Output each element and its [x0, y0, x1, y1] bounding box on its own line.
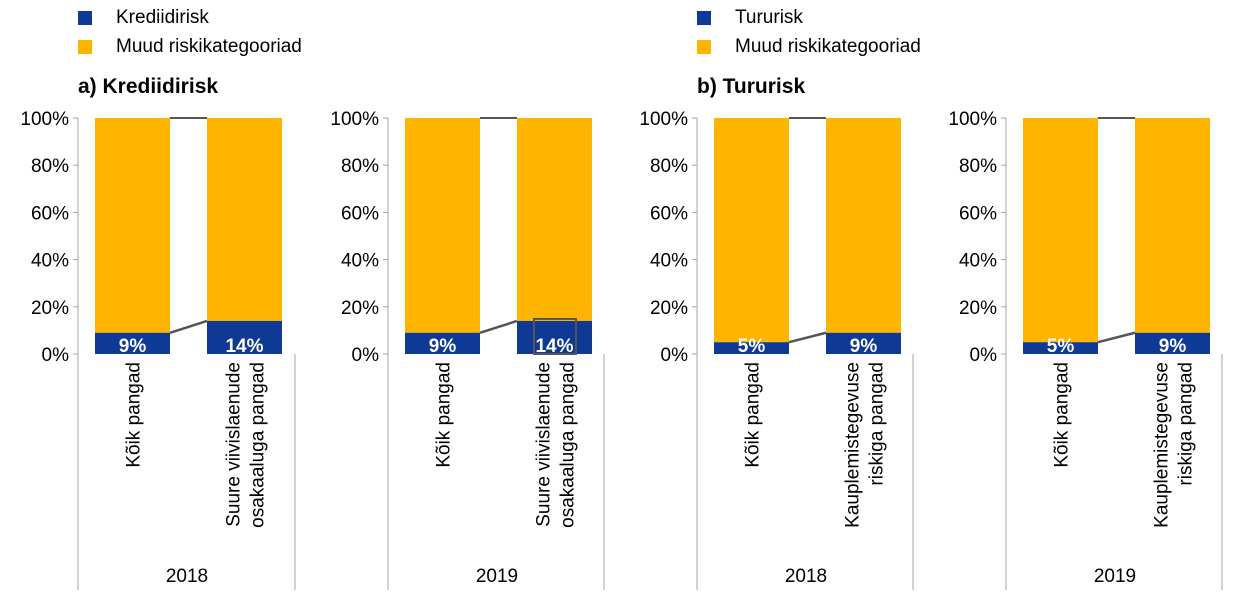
year-label: 2018 — [785, 566, 827, 587]
connector-line — [788, 331, 827, 344]
category-label: Kõik pangad — [1052, 362, 1073, 468]
data-label: 9% — [119, 336, 147, 357]
y-tick-label: 100% — [20, 109, 69, 130]
legend-label: Krediidirisk — [116, 6, 209, 28]
y-tick-label: 0% — [970, 345, 998, 366]
y-tick-label: 60% — [341, 203, 379, 224]
y-tick-label: 40% — [650, 251, 688, 272]
category-label: Suure viivislaenude — [534, 362, 555, 527]
category-label: riskiga pangad — [1176, 362, 1197, 486]
y-tick-label: 40% — [341, 251, 379, 272]
data-label: 14% — [225, 336, 263, 357]
y-tick-label: 60% — [31, 203, 69, 224]
bar-primary-segment — [405, 332, 480, 354]
bar-primary-segment — [714, 342, 789, 354]
category-label: Kauplemistegevuse — [843, 362, 864, 528]
bar-primary-segment — [207, 320, 282, 354]
legend-label: Tururisk — [735, 6, 803, 28]
bar-other-segment — [405, 118, 480, 333]
bar-primary-segment — [517, 320, 592, 354]
y-tick-label: 20% — [650, 298, 688, 319]
connector-line — [479, 319, 518, 334]
category-label: Kõik pangad — [124, 362, 145, 468]
category-label: Suure viivislaenude — [224, 362, 245, 527]
legend-swatch-other — [78, 39, 92, 54]
bar-other-segment — [1023, 118, 1098, 343]
legend-item: Muud riskikategooriad — [697, 32, 921, 61]
bar-primary-segment — [1023, 342, 1098, 354]
y-tick-label: 20% — [341, 298, 379, 319]
y-tick-label: 80% — [31, 156, 69, 177]
legend-swatch-primary — [78, 10, 92, 25]
y-tick-label: 80% — [959, 156, 997, 177]
bar-primary-segment — [95, 332, 170, 354]
data-label: 5% — [1047, 336, 1075, 357]
y-tick-label: 80% — [341, 156, 379, 177]
data-label: 14% — [535, 336, 573, 357]
year-label: 2018 — [166, 566, 208, 587]
legend-label: Muud riskikategooriad — [116, 35, 302, 57]
legend-swatch-primary — [697, 10, 711, 25]
y-tick-label: 80% — [650, 156, 688, 177]
bar-other-segment — [1135, 118, 1210, 333]
y-tick-label: 0% — [352, 345, 380, 366]
y-tick-label: 60% — [959, 203, 997, 224]
y-tick-label: 60% — [650, 203, 688, 224]
category-label: Kõik pangad — [434, 362, 455, 468]
panel-title-b: b) Tururisk — [697, 75, 806, 98]
bar-other-segment — [826, 118, 901, 333]
year-label: 2019 — [476, 566, 518, 587]
bar-other-segment — [95, 118, 170, 333]
year-label: 2019 — [1094, 566, 1136, 587]
y-tick-label: 100% — [639, 109, 688, 130]
y-tick-label: 20% — [31, 298, 69, 319]
data-label: 9% — [1159, 336, 1187, 357]
bar-primary-segment — [826, 332, 901, 354]
category-label: Kauplemistegevuse — [1152, 362, 1173, 528]
panel-title-a: a) Krediidirisk — [78, 75, 219, 98]
connector-line — [169, 319, 208, 334]
y-tick-label: 0% — [661, 345, 689, 366]
bar-other-segment — [714, 118, 789, 343]
legend-item: Tururisk — [697, 3, 921, 32]
data-label: 9% — [850, 336, 878, 357]
y-tick-label: 0% — [42, 345, 70, 366]
y-tick-label: 20% — [959, 298, 997, 319]
y-tick-label: 100% — [948, 109, 997, 130]
category-label: osakaaluga pangad — [558, 362, 579, 528]
bar-other-segment — [207, 118, 282, 321]
y-tick-label: 40% — [959, 251, 997, 272]
category-label: riskiga pangad — [867, 362, 888, 486]
data-label: 9% — [429, 336, 457, 357]
legend-item: Muud riskikategooriad — [78, 32, 302, 61]
connector-line — [1097, 331, 1136, 344]
legend-item: Krediidirisk — [78, 3, 302, 32]
legend-right: Tururisk Muud riskikategooriad — [697, 3, 921, 61]
category-label: Kõik pangad — [743, 362, 764, 468]
y-tick-label: 100% — [330, 109, 379, 130]
legend-label: Muud riskikategooriad — [735, 35, 921, 57]
category-label: osakaaluga pangad — [248, 362, 269, 528]
data-label: 5% — [738, 336, 766, 357]
legend-swatch-other — [697, 39, 711, 54]
legend-left: Krediidirisk Muud riskikategooriad — [78, 3, 302, 61]
y-tick-label: 40% — [31, 251, 69, 272]
bar-primary-segment — [1135, 332, 1210, 354]
highlight-box — [533, 317, 577, 355]
bar-other-segment — [517, 118, 592, 321]
